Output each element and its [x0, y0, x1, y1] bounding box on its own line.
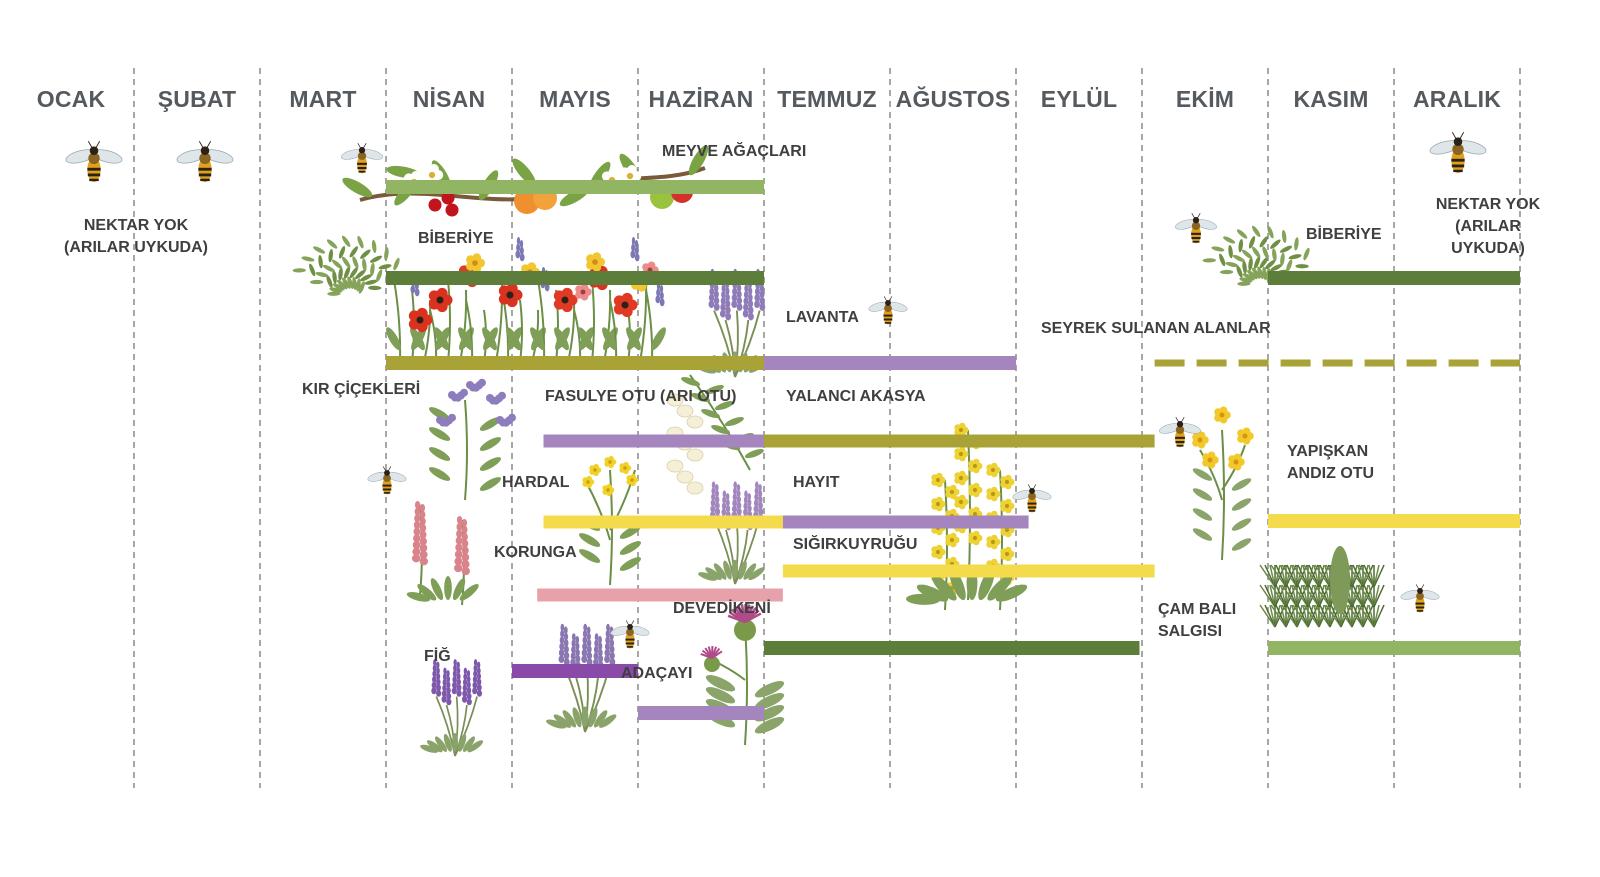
- month-label: TEMMUZ: [764, 86, 890, 113]
- month-label: HAZİRAN: [638, 86, 764, 113]
- no-nectar-note-winter-start: NEKTAR YOK (ARILAR UYKUDA): [56, 215, 216, 259]
- month-label: OCAK: [8, 86, 134, 113]
- month-label: KASIM: [1268, 86, 1394, 113]
- month-label: ARALIK: [1394, 86, 1520, 113]
- month-label: NİSAN: [386, 86, 512, 113]
- month-label: MART: [260, 86, 386, 113]
- month-label: AĞUSTOS: [890, 86, 1016, 113]
- month-label: ŞUBAT: [134, 86, 260, 113]
- month-label: EYLÜL: [1016, 86, 1142, 113]
- no-nectar-note-winter-end: NEKTAR YOK (ARILAR UYKUDA): [1426, 194, 1550, 260]
- month-label: MAYIS: [512, 86, 638, 113]
- month-label: EKİM: [1142, 86, 1268, 113]
